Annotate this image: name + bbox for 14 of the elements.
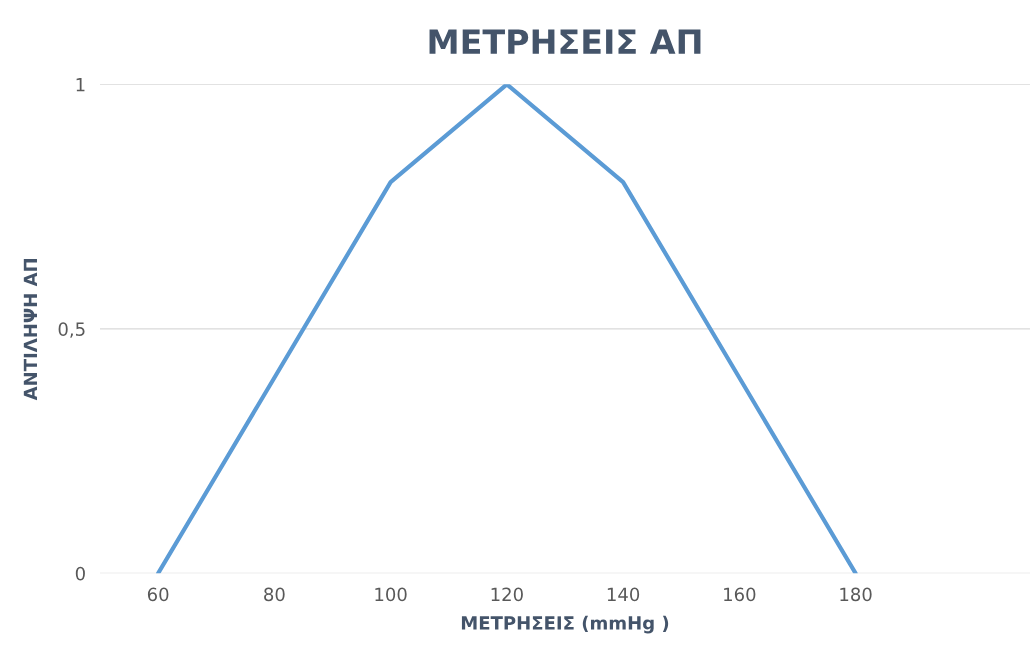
x-tick-label: 120 — [491, 587, 523, 602]
chart-title: ΜΕΤΡΗΣΕΙΣ ΑΠ — [429, 29, 701, 54]
line-series — [156, 84, 858, 574]
x-tick-label: 60 — [147, 587, 169, 602]
y-tick-label: 0 — [75, 566, 85, 581]
x-axis-title: ΜΕΤΡΗΣΕΙΣ (mmHg ) — [461, 615, 669, 634]
x-tick-label: 180 — [840, 587, 872, 602]
y-axis-title: ΑΝΤΙΛΗΨΗ ΑΠ — [23, 258, 37, 401]
x-tick-label: 100 — [375, 587, 407, 602]
y-tick-label: 1 — [76, 78, 85, 92]
x-tick-label: 140 — [607, 587, 640, 602]
x-tick-label: 160 — [724, 587, 756, 602]
y-tick-label: 0,5 — [58, 322, 85, 338]
x-tick-label: 80 — [264, 587, 285, 602]
